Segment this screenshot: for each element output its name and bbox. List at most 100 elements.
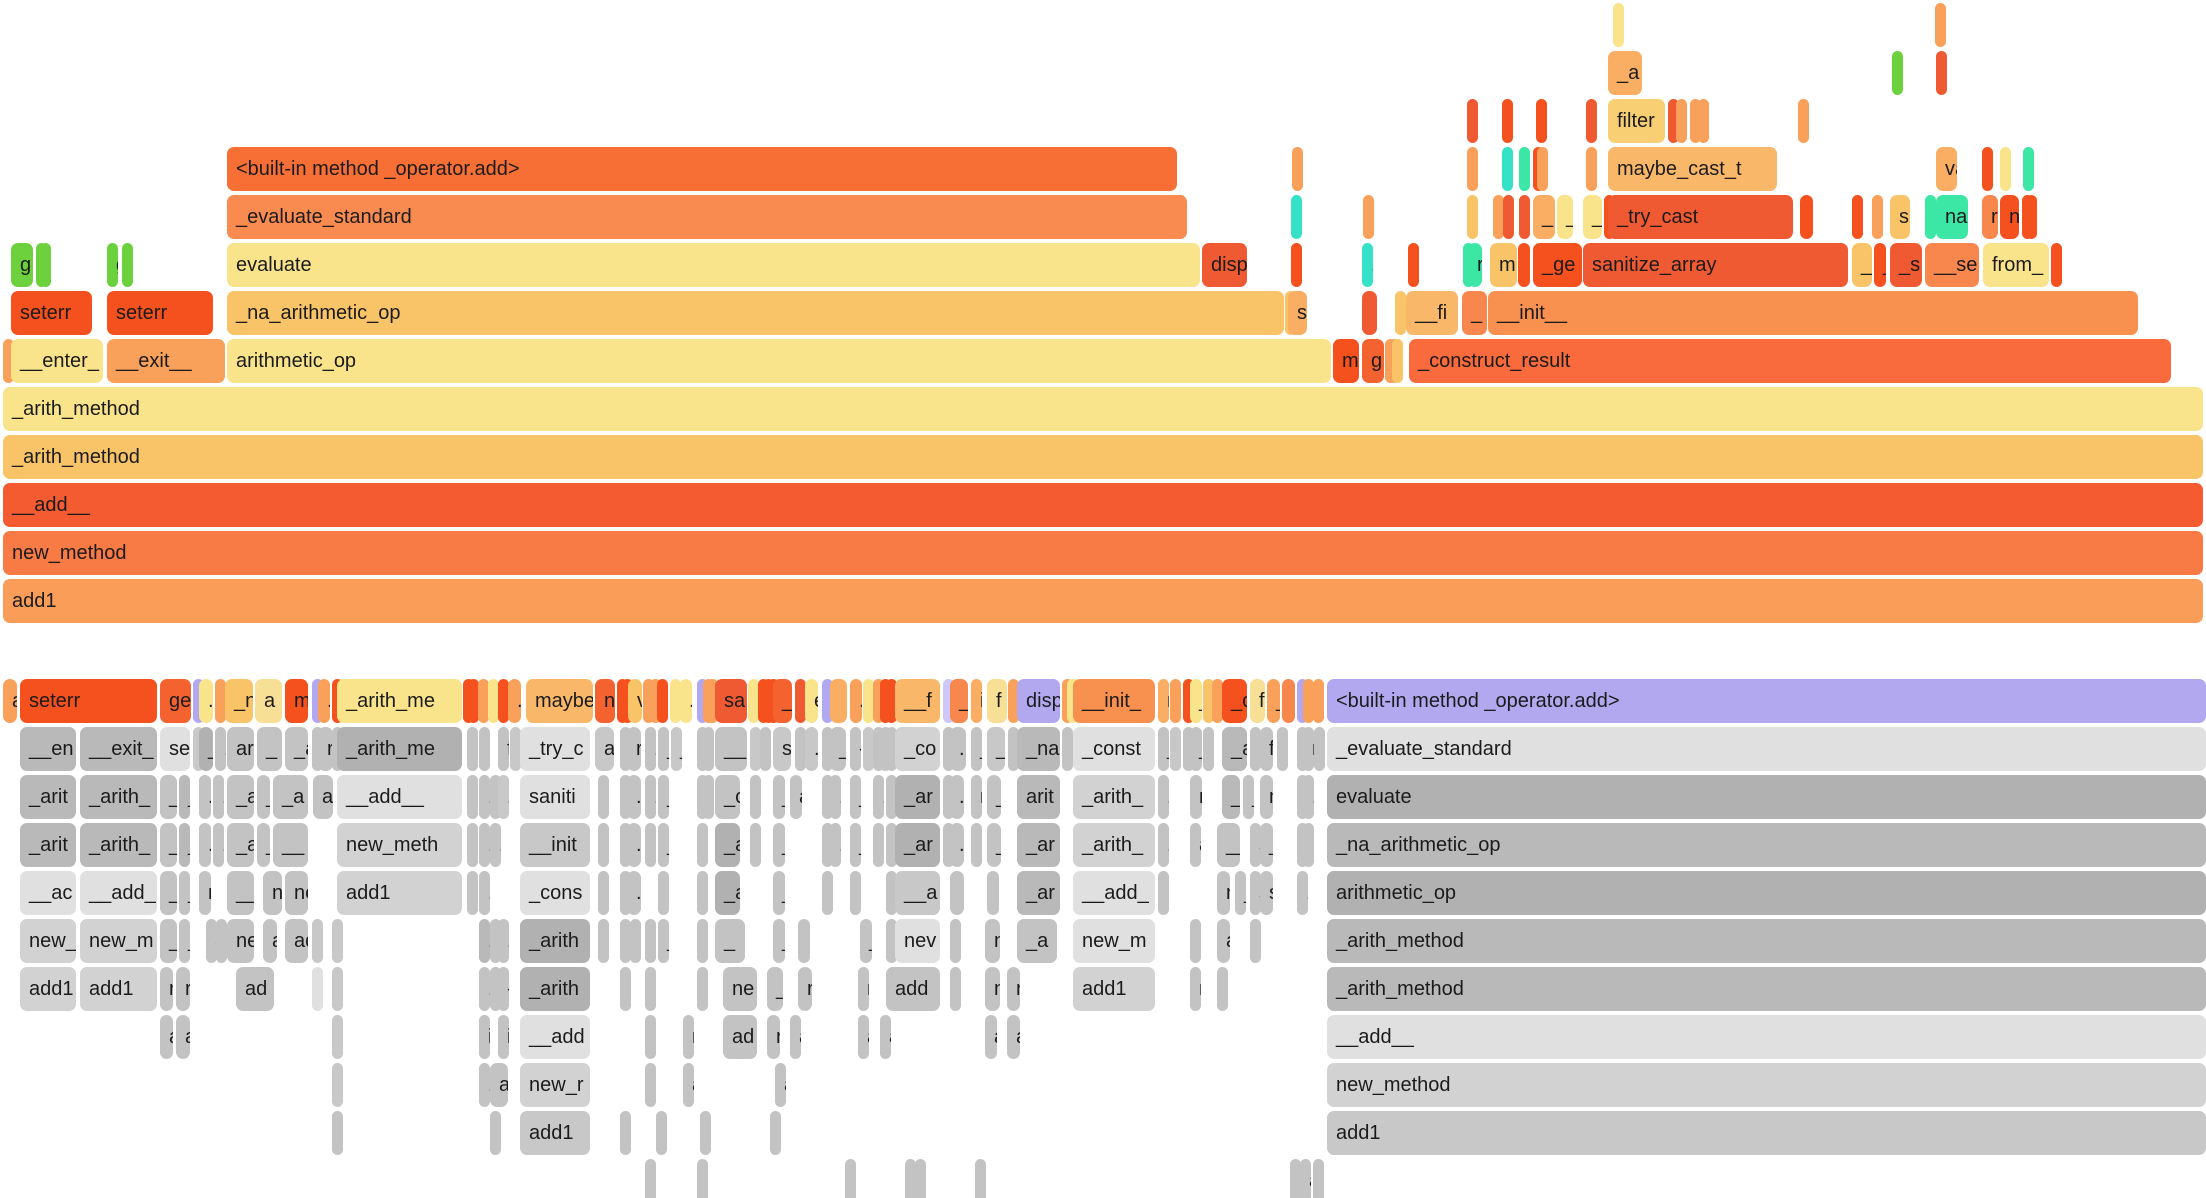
flame-bar[interactable]: _a	[715, 823, 740, 867]
flame-bar[interactable]: _	[1235, 871, 1246, 915]
flame-bar[interactable]: nev	[895, 919, 940, 963]
flame-bar[interactable]: new_m	[80, 919, 157, 963]
flame-bar-sliver[interactable]	[645, 1015, 656, 1059]
flame-bar[interactable]: _c	[1222, 679, 1247, 723]
flame-bar-sliver[interactable]	[950, 871, 964, 915]
flame-bar[interactable]: _arith_	[1073, 823, 1155, 867]
flame-bar-sliver[interactable]	[645, 1063, 656, 1107]
flame-bar-sliver[interactable]	[1183, 727, 1194, 771]
flame-bar[interactable]: _arith_method	[1327, 967, 2206, 1011]
flame-bar-sliver[interactable]	[707, 679, 718, 723]
flame-bar[interactable]: .	[479, 775, 490, 819]
flame-bar[interactable]: _arit	[20, 823, 76, 867]
flame-bar[interactable]: _	[1243, 775, 1254, 819]
flame-bar-sliver[interactable]	[1676, 99, 1687, 143]
flame-bar[interactable]: s	[1260, 871, 1273, 915]
flame-bar[interactable]: a	[3, 679, 17, 723]
flame-bar[interactable]: __add__	[1327, 1015, 2206, 1059]
flame-bar[interactable]: i	[479, 1015, 490, 1059]
flame-bar-sliver[interactable]	[467, 775, 478, 819]
flame-bar[interactable]: __a	[895, 871, 940, 915]
flame-bar[interactable]: na	[1936, 195, 1968, 239]
flame-bar-sliver[interactable]	[1852, 195, 1863, 239]
flame-bar[interactable]: a	[1190, 823, 1201, 867]
flame-bar-sliver[interactable]	[697, 727, 708, 771]
flame-bar-sliver[interactable]	[670, 679, 681, 723]
flame-bar-sliver[interactable]	[697, 871, 708, 915]
flame-bar-sliver[interactable]	[1363, 195, 1374, 239]
flame-bar-sliver[interactable]	[193, 679, 204, 723]
flame-bar[interactable]: __enter_	[11, 339, 103, 383]
flame-bar-sliver[interactable]	[645, 967, 656, 1011]
flame-bar-sliver[interactable]	[467, 823, 478, 867]
flame-bar[interactable]: a	[1007, 1015, 1020, 1059]
flame-bar-sliver[interactable]	[216, 919, 227, 963]
flame-bar[interactable]: g	[11, 243, 33, 287]
flame-bar-sliver[interactable]	[468, 679, 479, 723]
flame-bar[interactable]: _construct_result	[1409, 339, 2171, 383]
flame-bar-sliver[interactable]	[488, 679, 499, 723]
flame-bar-sliver[interactable]	[880, 679, 891, 723]
flame-bar-sliver[interactable]	[822, 727, 833, 771]
flame-bar[interactable]: _arith_method	[1327, 919, 2206, 963]
flame-bar-sliver[interactable]	[798, 919, 810, 963]
flame-bar[interactable]: add	[886, 967, 940, 1011]
flame-bar[interactable]: _co	[895, 727, 940, 771]
flame-bar[interactable]: _a	[227, 775, 254, 819]
flame-bar[interactable]: _	[257, 823, 270, 867]
flame-bar[interactable]: r	[199, 871, 211, 915]
flame-bar-sliver[interactable]	[845, 1159, 856, 1198]
flame-bar-sliver[interactable]	[1158, 871, 1169, 915]
flame-bar-sliver[interactable]	[1798, 99, 1809, 143]
flame-bar[interactable]: __exit__	[107, 339, 225, 383]
flame-bar[interactable]: __add__	[3, 483, 2203, 527]
flame-bar-sliver[interactable]	[478, 679, 489, 723]
flame-bar-sliver[interactable]	[1935, 3, 1946, 47]
flame-bar-sliver[interactable]	[1314, 727, 1325, 771]
flame-bar[interactable]: _	[671, 727, 682, 771]
flame-bar[interactable]: ad	[723, 1015, 757, 1059]
flame-bar[interactable]: _	[1158, 727, 1169, 771]
flame-bar[interactable]: .	[873, 775, 884, 819]
flame-bar[interactable]: n	[263, 871, 282, 915]
flame-bar-sliver[interactable]	[822, 679, 833, 723]
flame-bar-sliver[interactable]	[645, 1159, 656, 1198]
flame-bar[interactable]: m	[1333, 339, 1359, 383]
flame-bar[interactable]: a	[255, 679, 282, 723]
flame-bar-sliver[interactable]	[656, 1111, 667, 1155]
flame-bar-sliver[interactable]	[1586, 99, 1597, 143]
flame-bar[interactable]: .	[498, 919, 509, 963]
flame-bar-sliver[interactable]	[620, 727, 631, 771]
flame-bar[interactable]: r	[971, 775, 982, 819]
flame-bar-sliver[interactable]	[1303, 823, 1314, 867]
flame-bar[interactable]: _	[773, 871, 785, 915]
flame-bar[interactable]: .	[850, 679, 862, 723]
flame-bar[interactable]: _	[179, 775, 190, 819]
flame-bar-sliver[interactable]	[886, 871, 897, 915]
flame-bar[interactable]: __en	[20, 727, 76, 771]
flame-bar-sliver[interactable]	[750, 775, 761, 819]
flame-bar[interactable]: _arith_method	[3, 387, 2203, 431]
flame-bar[interactable]: se	[160, 727, 190, 771]
flame-bar[interactable]: _try_c	[520, 727, 590, 771]
flame-bar[interactable]: _	[160, 919, 177, 963]
flame-bar-sliver[interactable]	[1518, 243, 1530, 287]
flame-bar-sliver[interactable]	[1537, 147, 1548, 191]
flame-bar-sliver[interactable]	[2023, 147, 2034, 191]
flame-bar[interactable]: _	[971, 727, 982, 771]
flame-bar-sliver[interactable]	[645, 823, 656, 867]
flame-bar[interactable]: a	[790, 1015, 801, 1059]
flame-bar[interactable]: _arith_method	[3, 435, 2203, 479]
flame-bar-sliver[interactable]	[490, 1111, 501, 1155]
flame-bar[interactable]: r	[1158, 679, 1169, 723]
flame-bar[interactable]: _	[658, 727, 669, 771]
flame-bar[interactable]: __init__	[1488, 291, 2138, 335]
flame-bar[interactable]: f	[498, 727, 509, 771]
flame-bar[interactable]: _	[1260, 823, 1273, 867]
flame-bar[interactable]: _	[160, 775, 177, 819]
flame-bar-sliver[interactable]	[943, 727, 954, 771]
flame-bar[interactable]: new_m	[1073, 919, 1155, 963]
flame-bar[interactable]: sa	[715, 679, 747, 723]
flame-bar-sliver[interactable]	[598, 919, 609, 963]
flame-bar[interactable]: _ar	[1017, 871, 1060, 915]
